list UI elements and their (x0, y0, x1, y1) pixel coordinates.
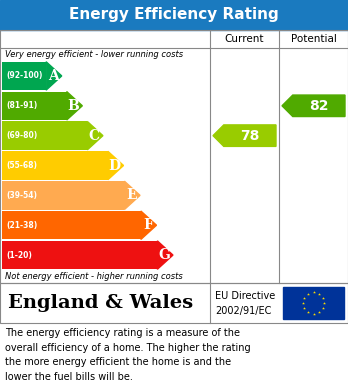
Text: England & Wales: England & Wales (8, 294, 193, 312)
Text: Potential: Potential (291, 34, 337, 44)
Text: Energy Efficiency Rating: Energy Efficiency Rating (69, 7, 279, 23)
Bar (2, 91, 67, 120)
Bar (283, 287, 344, 319)
Polygon shape (157, 241, 173, 269)
Text: 82: 82 (309, 99, 329, 113)
Text: F: F (144, 218, 153, 232)
Text: E: E (126, 188, 137, 203)
Text: B: B (68, 99, 79, 113)
Bar (2, 181, 125, 210)
Bar (2, 241, 157, 269)
Text: 2002/91/EC: 2002/91/EC (215, 306, 271, 316)
Text: (1-20): (1-20) (6, 251, 32, 260)
Bar (2, 211, 141, 239)
Text: Current: Current (225, 34, 264, 44)
Polygon shape (213, 125, 276, 146)
Bar (2, 122, 87, 150)
Polygon shape (46, 62, 62, 90)
Text: A: A (48, 69, 59, 83)
Text: The energy efficiency rating is a measure of the
overall efficiency of a home. T: The energy efficiency rating is a measur… (5, 328, 251, 382)
Text: 78: 78 (240, 129, 260, 143)
Text: (21-38): (21-38) (6, 221, 37, 230)
Text: Very energy efficient - lower running costs: Very energy efficient - lower running co… (5, 50, 183, 59)
Polygon shape (125, 181, 140, 210)
Text: (81-91): (81-91) (6, 101, 37, 110)
Polygon shape (67, 91, 82, 120)
Bar (2, 151, 108, 180)
Text: EU Directive: EU Directive (215, 291, 275, 301)
Bar (0, 283, 348, 323)
Text: (69-80): (69-80) (6, 131, 37, 140)
Polygon shape (87, 122, 103, 150)
Polygon shape (282, 95, 345, 117)
Polygon shape (141, 211, 157, 239)
Bar (0, 0, 348, 30)
Text: (92-100): (92-100) (6, 72, 42, 81)
Text: D: D (109, 158, 120, 172)
Text: Not energy efficient - higher running costs: Not energy efficient - higher running co… (5, 272, 183, 281)
Text: G: G (158, 248, 170, 262)
Bar (0, 30, 348, 283)
Bar (2, 62, 46, 90)
Polygon shape (108, 151, 124, 180)
Text: (39-54): (39-54) (6, 191, 37, 200)
Text: C: C (89, 129, 100, 143)
Text: (55-68): (55-68) (6, 161, 37, 170)
